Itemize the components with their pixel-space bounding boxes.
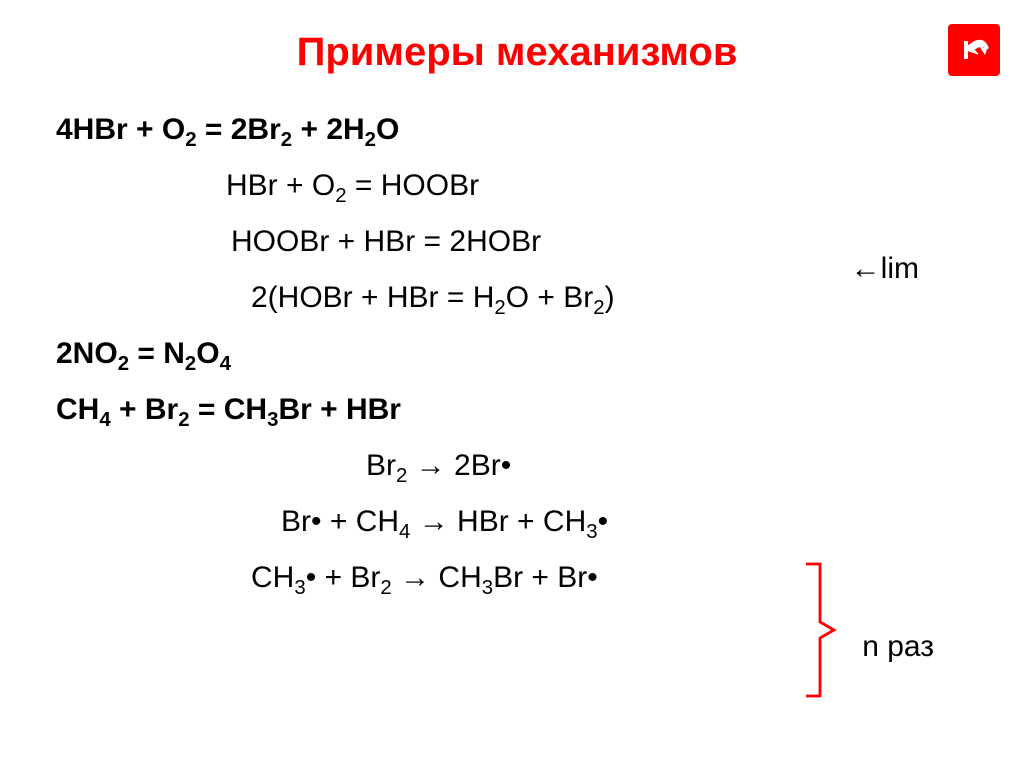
eq-text: 4HBr + O [56, 113, 185, 146]
eq-text: O [196, 337, 219, 370]
eq-sub: 4 [399, 521, 410, 543]
eq-text: + Br [111, 393, 179, 426]
eq-text: • [598, 505, 609, 538]
eq-text: 2(HOBr + HBr = H [251, 281, 494, 314]
eq-text: = CH [190, 393, 268, 426]
equation-6: CH4 + Br2 = CH3Br + HBr [56, 383, 978, 437]
eq-sub: 2 [281, 129, 292, 151]
lim-note: ←lim [851, 252, 919, 286]
equation-3: HOOBr + HBr = 2HOBr [56, 215, 978, 269]
equation-4: 2(HOBr + HBr = H2O + Br2) [56, 271, 978, 325]
eq-sub: 2 [380, 577, 391, 599]
eq-text: ) [605, 281, 615, 314]
equations-block: 4HBr + O2 = 2Br2 + 2H2O HBr + O2 = HOOBr… [56, 103, 978, 605]
eq-text: + 2H [292, 113, 365, 146]
eq-sub: 4 [99, 409, 110, 431]
equation-2: HBr + O2 = HOOBr [56, 159, 978, 213]
eq-text: → 2Br• [407, 449, 511, 482]
eq-sub: 3 [586, 521, 597, 543]
equation-8: Br• + CH4 → HBr + CH3• [56, 495, 978, 549]
back-icon[interactable] [948, 24, 1000, 76]
eq-sub: 2 [396, 465, 407, 487]
eq-sub: 2 [178, 409, 189, 431]
equation-5: 2NO2 = N2O4 [56, 327, 978, 381]
eq-text: = 2Br [197, 113, 281, 146]
eq-sub: 3 [294, 577, 305, 599]
eq-text: Br [366, 449, 396, 482]
eq-text: → CH [392, 561, 482, 594]
equation-7: Br2 → 2Br• [56, 439, 978, 493]
eq-text: HBr + O [226, 169, 335, 202]
slide: Примеры механизмов 4HBr + O2 = 2Br2 + 2H… [0, 0, 1024, 768]
eq-sub: 2 [593, 297, 604, 319]
eq-sub: 2 [365, 129, 376, 151]
eq-text: 2NO [56, 337, 118, 370]
eq-text: = N [129, 337, 185, 370]
eq-sub: 2 [185, 129, 196, 151]
eq-text: Br + HBr [278, 393, 401, 426]
eq-sub: 2 [494, 297, 505, 319]
eq-text: HOOBr + HBr = 2HOBr [231, 225, 541, 258]
eq-text: O [376, 113, 399, 146]
eq-text: Br• + CH [281, 505, 399, 538]
eq-sub: 2 [185, 353, 196, 375]
eq-text: CH [56, 393, 99, 426]
eq-text: • + Br [306, 561, 381, 594]
eq-text: = HOOBr [347, 169, 480, 202]
eq-text: O + Br [506, 281, 594, 314]
eq-sub: 2 [118, 353, 129, 375]
eq-text: → HBr + CH [410, 505, 586, 538]
n-times-note: n раз [862, 630, 934, 664]
eq-text: Br + Br• [493, 561, 598, 594]
equation-1: 4HBr + O2 = 2Br2 + 2H2O [56, 103, 978, 157]
eq-text: CH [251, 561, 294, 594]
eq-sub: 2 [335, 185, 346, 207]
page-title: Примеры механизмов [56, 30, 978, 75]
eq-sub: 3 [267, 409, 278, 431]
eq-sub: 4 [220, 353, 231, 375]
eq-sub: 3 [482, 577, 493, 599]
bracket-icon [804, 560, 844, 705]
